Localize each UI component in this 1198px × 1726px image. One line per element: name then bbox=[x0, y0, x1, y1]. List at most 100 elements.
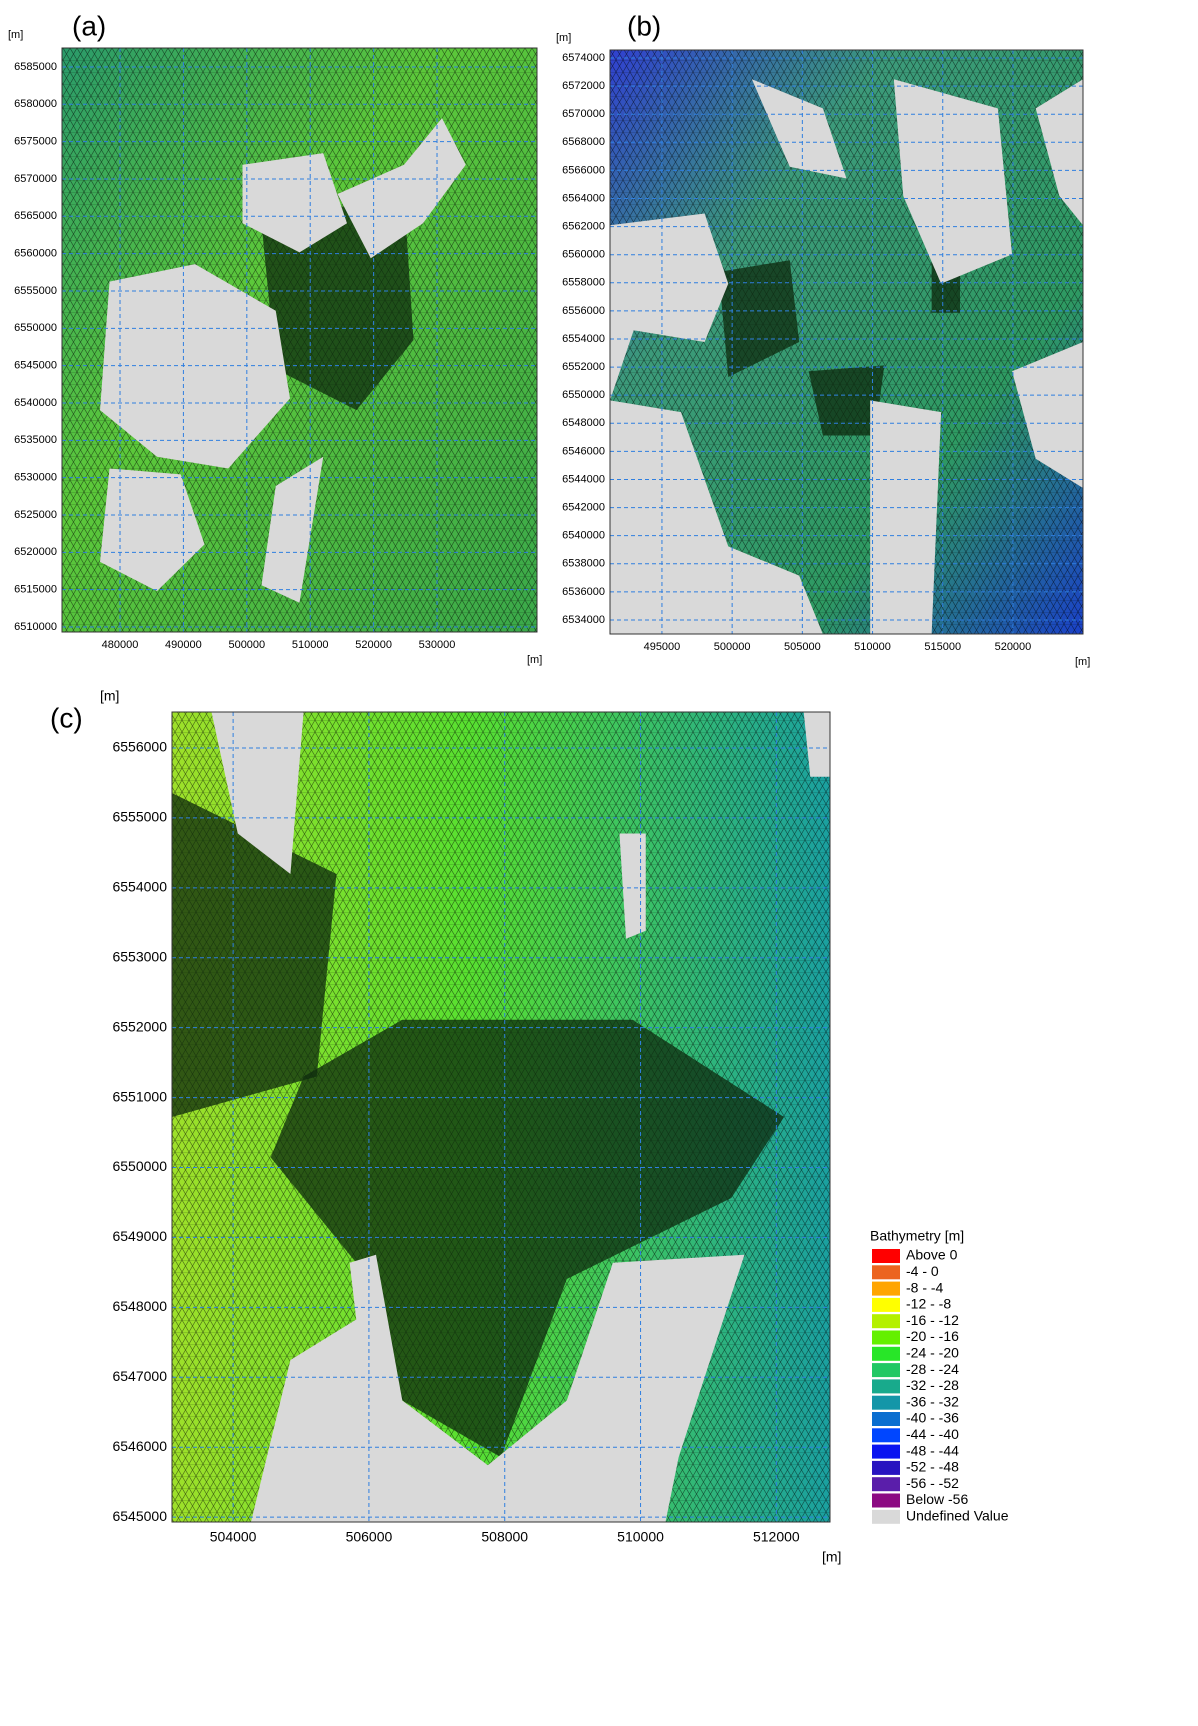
y-tick-label: 6538000 bbox=[562, 558, 605, 570]
y-tick-label: 6540000 bbox=[562, 530, 605, 542]
y-tick-label: 6530000 bbox=[14, 472, 57, 484]
legend-swatch bbox=[872, 1379, 900, 1393]
legend-label: -48 - -44 bbox=[906, 1442, 959, 1458]
x-tick-label: 520000 bbox=[995, 641, 1032, 653]
legend-label: Above 0 bbox=[906, 1247, 958, 1263]
legend-swatch bbox=[872, 1396, 900, 1410]
x-tick-label: 515000 bbox=[924, 641, 961, 653]
legend-label: -44 - -40 bbox=[906, 1426, 959, 1442]
legend-label: Below -56 bbox=[906, 1491, 968, 1507]
legend-swatch bbox=[872, 1314, 900, 1328]
y-tick-label: 6545000 bbox=[112, 1508, 167, 1524]
legend-label: -16 - -12 bbox=[906, 1312, 959, 1328]
y-tick-label: 6545000 bbox=[14, 360, 57, 372]
x-tick-label: 480000 bbox=[102, 639, 139, 651]
x-tick-label: 508000 bbox=[481, 1529, 528, 1545]
y-tick-label: 6551000 bbox=[112, 1088, 167, 1104]
x-tick-label: 510000 bbox=[292, 639, 329, 651]
legend-label: -36 - -32 bbox=[906, 1393, 959, 1409]
y-tick-label: 6536000 bbox=[562, 586, 605, 598]
legend-label: -28 - -24 bbox=[906, 1361, 959, 1377]
y-tick-label: 6547000 bbox=[112, 1368, 167, 1384]
y-tick-label: 6570000 bbox=[562, 108, 605, 120]
x-tick-label: 530000 bbox=[419, 639, 456, 651]
y-tick-label: 6534000 bbox=[562, 614, 605, 626]
y-tick-label: 6560000 bbox=[562, 249, 605, 261]
x-tick-label: 506000 bbox=[346, 1529, 393, 1545]
y-tick-label: 6564000 bbox=[562, 192, 605, 204]
y-tick-label: 6560000 bbox=[14, 248, 57, 260]
panel-label: (b) bbox=[627, 10, 661, 41]
y-tick-label: 6553000 bbox=[112, 948, 167, 964]
panel-label: (a) bbox=[72, 10, 106, 41]
legend-swatch bbox=[872, 1494, 900, 1508]
y-tick-label: 6549000 bbox=[112, 1228, 167, 1244]
legend-swatch bbox=[872, 1282, 900, 1296]
y-tick-label: 6544000 bbox=[562, 473, 605, 485]
y-unit: [m] bbox=[100, 688, 119, 704]
y-tick-label: 6525000 bbox=[14, 509, 57, 521]
legend-swatch bbox=[872, 1347, 900, 1361]
y-tick-label: 6554000 bbox=[112, 879, 167, 895]
y-tick-label: 6550000 bbox=[14, 322, 57, 334]
legend-label: -24 - -20 bbox=[906, 1345, 959, 1361]
legend-label: -4 - 0 bbox=[906, 1263, 939, 1279]
y-tick-label: 6535000 bbox=[14, 434, 57, 446]
y-tick-label: 6552000 bbox=[112, 1018, 167, 1034]
y-tick-label: 6562000 bbox=[562, 220, 605, 232]
y-tick-label: 6556000 bbox=[112, 739, 167, 755]
legend-swatch bbox=[872, 1461, 900, 1475]
legend-title: Bathymetry [m] bbox=[870, 1228, 964, 1244]
land bbox=[870, 400, 941, 634]
y-tick-label: 6548000 bbox=[112, 1298, 167, 1314]
legend-label: -32 - -28 bbox=[906, 1377, 959, 1393]
x-tick-label: 505000 bbox=[784, 641, 821, 653]
legend-swatch bbox=[872, 1477, 900, 1491]
y-tick-label: 6568000 bbox=[562, 136, 605, 148]
y-tick-label: 6554000 bbox=[562, 333, 605, 345]
legend-label: -20 - -16 bbox=[906, 1328, 959, 1344]
x-tick-label: 504000 bbox=[210, 1529, 257, 1545]
y-tick-label: 6572000 bbox=[562, 80, 605, 92]
y-tick-label: 6574000 bbox=[562, 52, 605, 64]
y-tick-label: 6546000 bbox=[562, 445, 605, 457]
y-tick-label: 6555000 bbox=[112, 809, 167, 825]
y-tick-label: 6580000 bbox=[14, 98, 57, 110]
y-tick-label: 6550000 bbox=[112, 1158, 167, 1174]
x-unit: [m] bbox=[822, 1549, 841, 1565]
y-tick-label: 6540000 bbox=[14, 397, 57, 409]
legend-swatch bbox=[872, 1412, 900, 1426]
x-unit: [m] bbox=[1075, 656, 1090, 668]
y-tick-label: 6550000 bbox=[562, 389, 605, 401]
y-tick-label: 6552000 bbox=[562, 361, 605, 373]
x-tick-label: 500000 bbox=[714, 641, 751, 653]
y-tick-label: 6546000 bbox=[112, 1438, 167, 1454]
legend-swatch bbox=[872, 1298, 900, 1312]
x-tick-label: 512000 bbox=[753, 1529, 800, 1545]
legend-label: -8 - -4 bbox=[906, 1279, 944, 1295]
y-tick-label: 6558000 bbox=[562, 277, 605, 289]
x-tick-label: 510000 bbox=[854, 641, 891, 653]
map-panel: 480000 490000 500000 510000 520000 530000 6510… bbox=[8, 10, 542, 666]
y-tick-label: 6566000 bbox=[562, 164, 605, 176]
map-area bbox=[172, 712, 830, 1522]
y-tick-label: 6556000 bbox=[562, 305, 605, 317]
y-tick-label: 6548000 bbox=[562, 417, 605, 429]
legend-label: -40 - -36 bbox=[906, 1410, 959, 1426]
y-tick-label: 6565000 bbox=[14, 210, 57, 222]
figure: 480000 490000 500000 510000 520000 530000 6510… bbox=[0, 0, 1198, 1726]
x-tick-label: 495000 bbox=[644, 641, 681, 653]
y-tick-label: 6542000 bbox=[562, 501, 605, 513]
y-tick-label: 6510000 bbox=[14, 621, 57, 633]
legend-swatch bbox=[872, 1331, 900, 1345]
x-tick-label: 490000 bbox=[165, 639, 202, 651]
legend: Bathymetry [m] Above 0-4 - 0-8 - -4-12 - … bbox=[870, 1228, 1009, 1524]
y-tick-label: 6520000 bbox=[14, 546, 57, 558]
legend-swatch bbox=[872, 1265, 900, 1279]
legend-swatch bbox=[872, 1428, 900, 1442]
x-tick-label: 520000 bbox=[355, 639, 392, 651]
x-tick-label: 500000 bbox=[228, 639, 265, 651]
legend-swatch bbox=[872, 1445, 900, 1459]
legend-label: -12 - -8 bbox=[906, 1296, 951, 1312]
